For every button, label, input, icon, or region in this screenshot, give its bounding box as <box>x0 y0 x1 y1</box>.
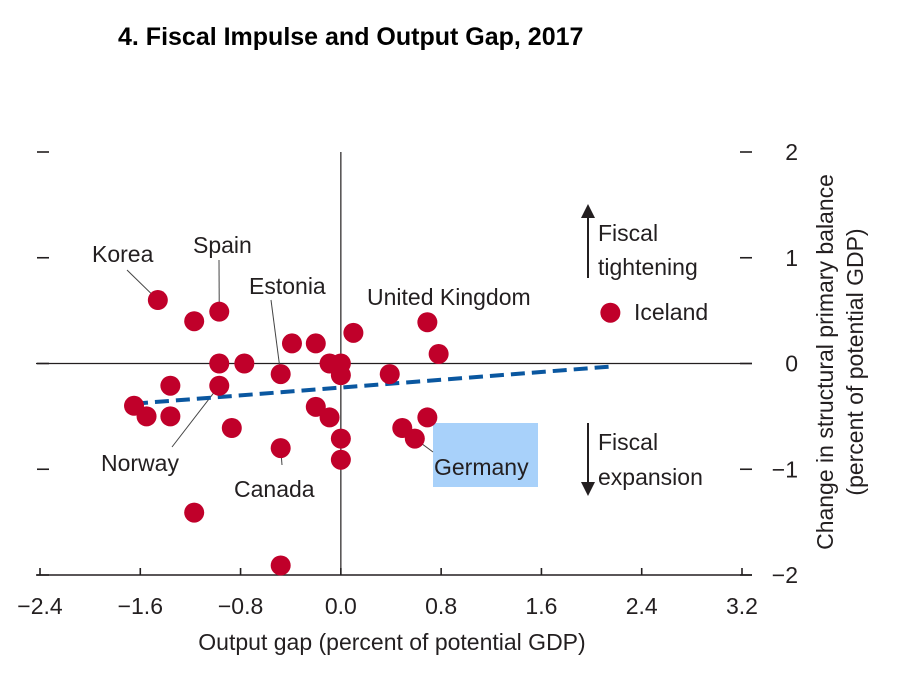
data-point <box>136 406 157 427</box>
x-tick-label: −0.8 <box>218 593 263 619</box>
arrowhead-up-icon <box>581 204 595 218</box>
chart-title: 4. Fiscal Impulse and Output Gap, 2017 <box>118 23 583 51</box>
data-point <box>270 555 291 576</box>
y-tick-label: 2 <box>785 139 798 165</box>
label-norway: Norway <box>101 450 179 476</box>
data-point <box>160 375 181 396</box>
data-point <box>305 333 326 354</box>
data-point <box>184 311 205 332</box>
annotation-tightening-line1: Fiscal <box>598 220 658 246</box>
data-point <box>330 365 351 386</box>
data-point <box>160 406 181 427</box>
x-tick-label: 0.8 <box>425 593 457 619</box>
data-point <box>234 353 255 374</box>
data-point <box>417 407 438 428</box>
label-germany: Germany <box>434 454 529 480</box>
data-point-korea <box>147 290 168 311</box>
data-point <box>330 428 351 449</box>
x-tick-label: −1.6 <box>118 593 163 619</box>
data-point-iceland <box>600 302 621 323</box>
axes <box>36 152 752 576</box>
x-tick-label: 3.2 <box>726 593 758 619</box>
data-point-germany <box>404 428 425 449</box>
annotation-tightening-line2: tightening <box>598 254 698 280</box>
label-korea: Korea <box>92 241 154 267</box>
data-point-norway <box>209 375 230 396</box>
leader-estonia <box>270 299 282 375</box>
data-points <box>124 290 621 576</box>
label-estonia: Estonia <box>249 273 326 299</box>
y-axis-label-line2: (percent of potential GDP) <box>842 228 868 495</box>
x-axis-label: Output gap (percent of potential GDP) <box>198 629 585 655</box>
data-point-canada <box>270 438 291 459</box>
data-point <box>343 322 364 343</box>
label-united-kingdom: United Kingdom <box>367 284 531 310</box>
label-iceland: Iceland <box>634 299 708 325</box>
annotation-expansion-line2: expansion <box>598 464 703 490</box>
germany-highlight-box <box>433 423 538 487</box>
annotation-fiscal-expansion: Fiscal expansion <box>581 423 703 496</box>
trend-line <box>133 364 610 406</box>
x-tick-label: 2.4 <box>626 593 658 619</box>
data-point-estonia <box>270 364 291 385</box>
annotation-fiscal-tightening: Fiscal tightening <box>581 204 698 280</box>
data-point <box>209 353 230 374</box>
leader-norway <box>171 385 220 448</box>
x-tick-label: 0.0 <box>325 593 357 619</box>
data-point-united-kingdom <box>417 312 438 333</box>
data-point-spain <box>209 301 230 322</box>
arrowhead-down-icon <box>581 482 595 496</box>
data-point <box>281 333 302 354</box>
x-tick-label: −2.4 <box>17 593 63 619</box>
data-point <box>428 343 449 364</box>
data-point <box>221 418 242 439</box>
x-tick-label: 1.6 <box>525 593 557 619</box>
label-spain: Spain <box>193 232 252 258</box>
data-point <box>379 364 400 385</box>
y-tick-label: −1 <box>772 456 798 482</box>
data-point <box>319 407 340 428</box>
data-point <box>305 396 326 417</box>
data-point <box>184 502 205 523</box>
data-point <box>330 449 351 470</box>
label-canada: Canada <box>234 476 315 502</box>
x-ticks: −2.4 −1.6 −0.8 0.0 0.8 1.6 2.4 3.2 <box>17 568 758 619</box>
y-tick-label: −2 <box>772 562 798 588</box>
y-axis-label-line1: Change in structural primary balance <box>812 174 838 550</box>
y-ticks: 2 1 0 −1 −2 <box>37 139 798 588</box>
annotation-expansion-line1: Fiscal <box>598 429 658 455</box>
y-tick-label: 1 <box>785 245 798 271</box>
y-tick-label: 0 <box>785 351 798 377</box>
